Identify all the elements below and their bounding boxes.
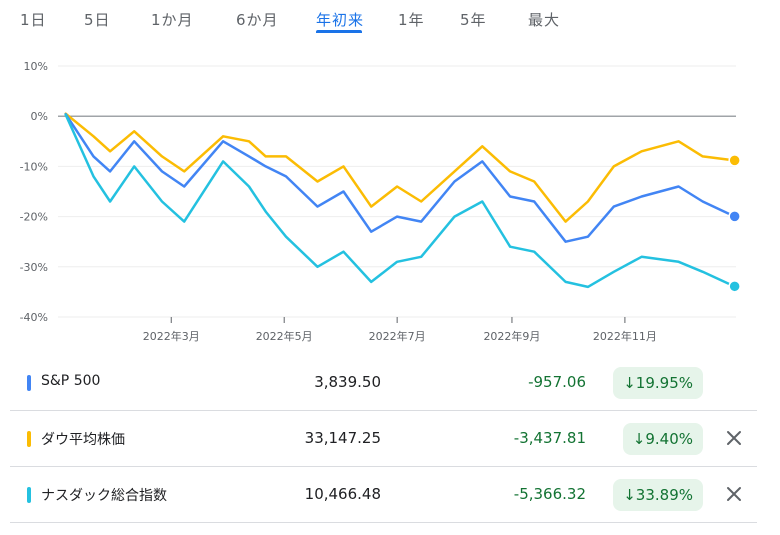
tab-5y[interactable]: 5年: [460, 11, 487, 29]
series-line: [64, 113, 736, 289]
x-tick-label: 2022年7月: [369, 329, 426, 343]
series-percent-badge: ↓19.95%: [613, 367, 703, 399]
y-tick-label: -40%: [20, 311, 48, 324]
tab-max[interactable]: 最大: [528, 11, 561, 29]
y-tick-label: 10%: [24, 60, 48, 73]
tab-1d[interactable]: 1日: [20, 11, 47, 29]
series-value: 10,466.48: [304, 485, 381, 503]
y-tick-label: -30%: [20, 261, 48, 274]
tab-5d[interactable]: 5日: [84, 11, 111, 29]
y-tick-label: -20%: [20, 211, 48, 224]
series-name: ナスダック総合指数: [41, 488, 167, 504]
close-icon[interactable]: [720, 424, 748, 452]
series-change: -3,437.81: [513, 429, 586, 447]
series-line: [64, 112, 736, 243]
price-comparison-chart: 10% 0% -10% -20% -30% -40% 2022年3月 2022年5月 2022年…: [20, 60, 741, 343]
series-percent-badge: ↓33.89%: [613, 479, 703, 511]
active-tab-indicator: [316, 30, 362, 33]
series-color-swatch: [27, 431, 31, 447]
x-tick-label: 2022年11月: [593, 329, 657, 343]
series-line: [64, 112, 736, 223]
legend-row-nasdaq[interactable]: ナスダック総合指数 10,466.48 -5,366.32 ↓33.89%: [10, 468, 757, 523]
tab-1y[interactable]: 1年: [398, 11, 425, 29]
x-tick-label: 2022年9月: [483, 329, 540, 343]
close-icon[interactable]: [720, 480, 748, 508]
series-end-marker: [728, 154, 741, 167]
x-tick-label: 2022年3月: [143, 329, 200, 343]
series-name: ダウ平均株価: [41, 432, 125, 448]
legend-row-sp500[interactable]: S&P 500 3,839.50 -957.06 ↓19.95%: [10, 356, 757, 411]
series-change: -957.06: [528, 373, 586, 391]
range-tabs: 1日 5日 1か月 6か月 年初来 1年 5年 最大: [0, 0, 780, 40]
tab-ytd[interactable]: 年初来: [316, 11, 365, 29]
legend-row-dow[interactable]: ダウ平均株価 33,147.25 -3,437.81 ↓9.40%: [10, 412, 757, 467]
y-tick-label: 0%: [31, 110, 48, 123]
series-value: 33,147.25: [304, 429, 381, 447]
tab-1m[interactable]: 1か月: [151, 11, 194, 29]
series-end-marker: [728, 280, 741, 293]
y-tick-label: -10%: [20, 160, 48, 173]
series-value: 3,839.50: [314, 373, 381, 391]
series-change: -5,366.32: [513, 485, 586, 503]
series-end-marker: [728, 210, 741, 223]
tab-6m[interactable]: 6か月: [236, 11, 279, 29]
series-name: S&P 500: [41, 373, 101, 389]
x-tick-label: 2022年5月: [256, 329, 313, 343]
series-color-swatch: [27, 375, 31, 391]
series-percent-badge: ↓9.40%: [622, 423, 703, 455]
series-color-swatch: [27, 487, 31, 503]
